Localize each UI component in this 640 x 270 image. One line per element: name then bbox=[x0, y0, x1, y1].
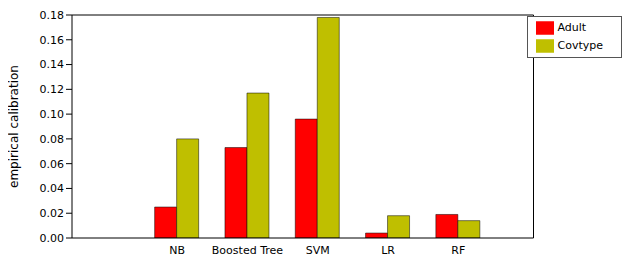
svg-text:0.02: 0.02 bbox=[40, 207, 65, 220]
svg-text:LR: LR bbox=[381, 244, 395, 257]
svg-text:0.08: 0.08 bbox=[40, 133, 65, 146]
svg-text:0.16: 0.16 bbox=[40, 34, 65, 47]
html-text:Adult: Adult bbox=[557, 21, 587, 34]
svg-text:Boosted Tree: Boosted Tree bbox=[212, 244, 283, 257]
svg-text:0.06: 0.06 bbox=[40, 158, 65, 171]
svg-text:empirical calibration: empirical calibration bbox=[8, 65, 21, 188]
svg-text:SVM: SVM bbox=[306, 244, 330, 257]
svg-text:0.14: 0.14 bbox=[40, 58, 65, 71]
svg-text:RF: RF bbox=[451, 244, 465, 257]
html-text:Covtype: Covtype bbox=[557, 39, 603, 52]
svg-text:NB: NB bbox=[169, 244, 185, 257]
svg-text:0.10: 0.10 bbox=[40, 108, 65, 121]
svg-text:0.00: 0.00 bbox=[40, 232, 65, 245]
svg-text:0.12: 0.12 bbox=[40, 83, 65, 96]
svg-text:0.04: 0.04 bbox=[40, 182, 65, 195]
svg-text:0.18: 0.18 bbox=[40, 9, 65, 22]
